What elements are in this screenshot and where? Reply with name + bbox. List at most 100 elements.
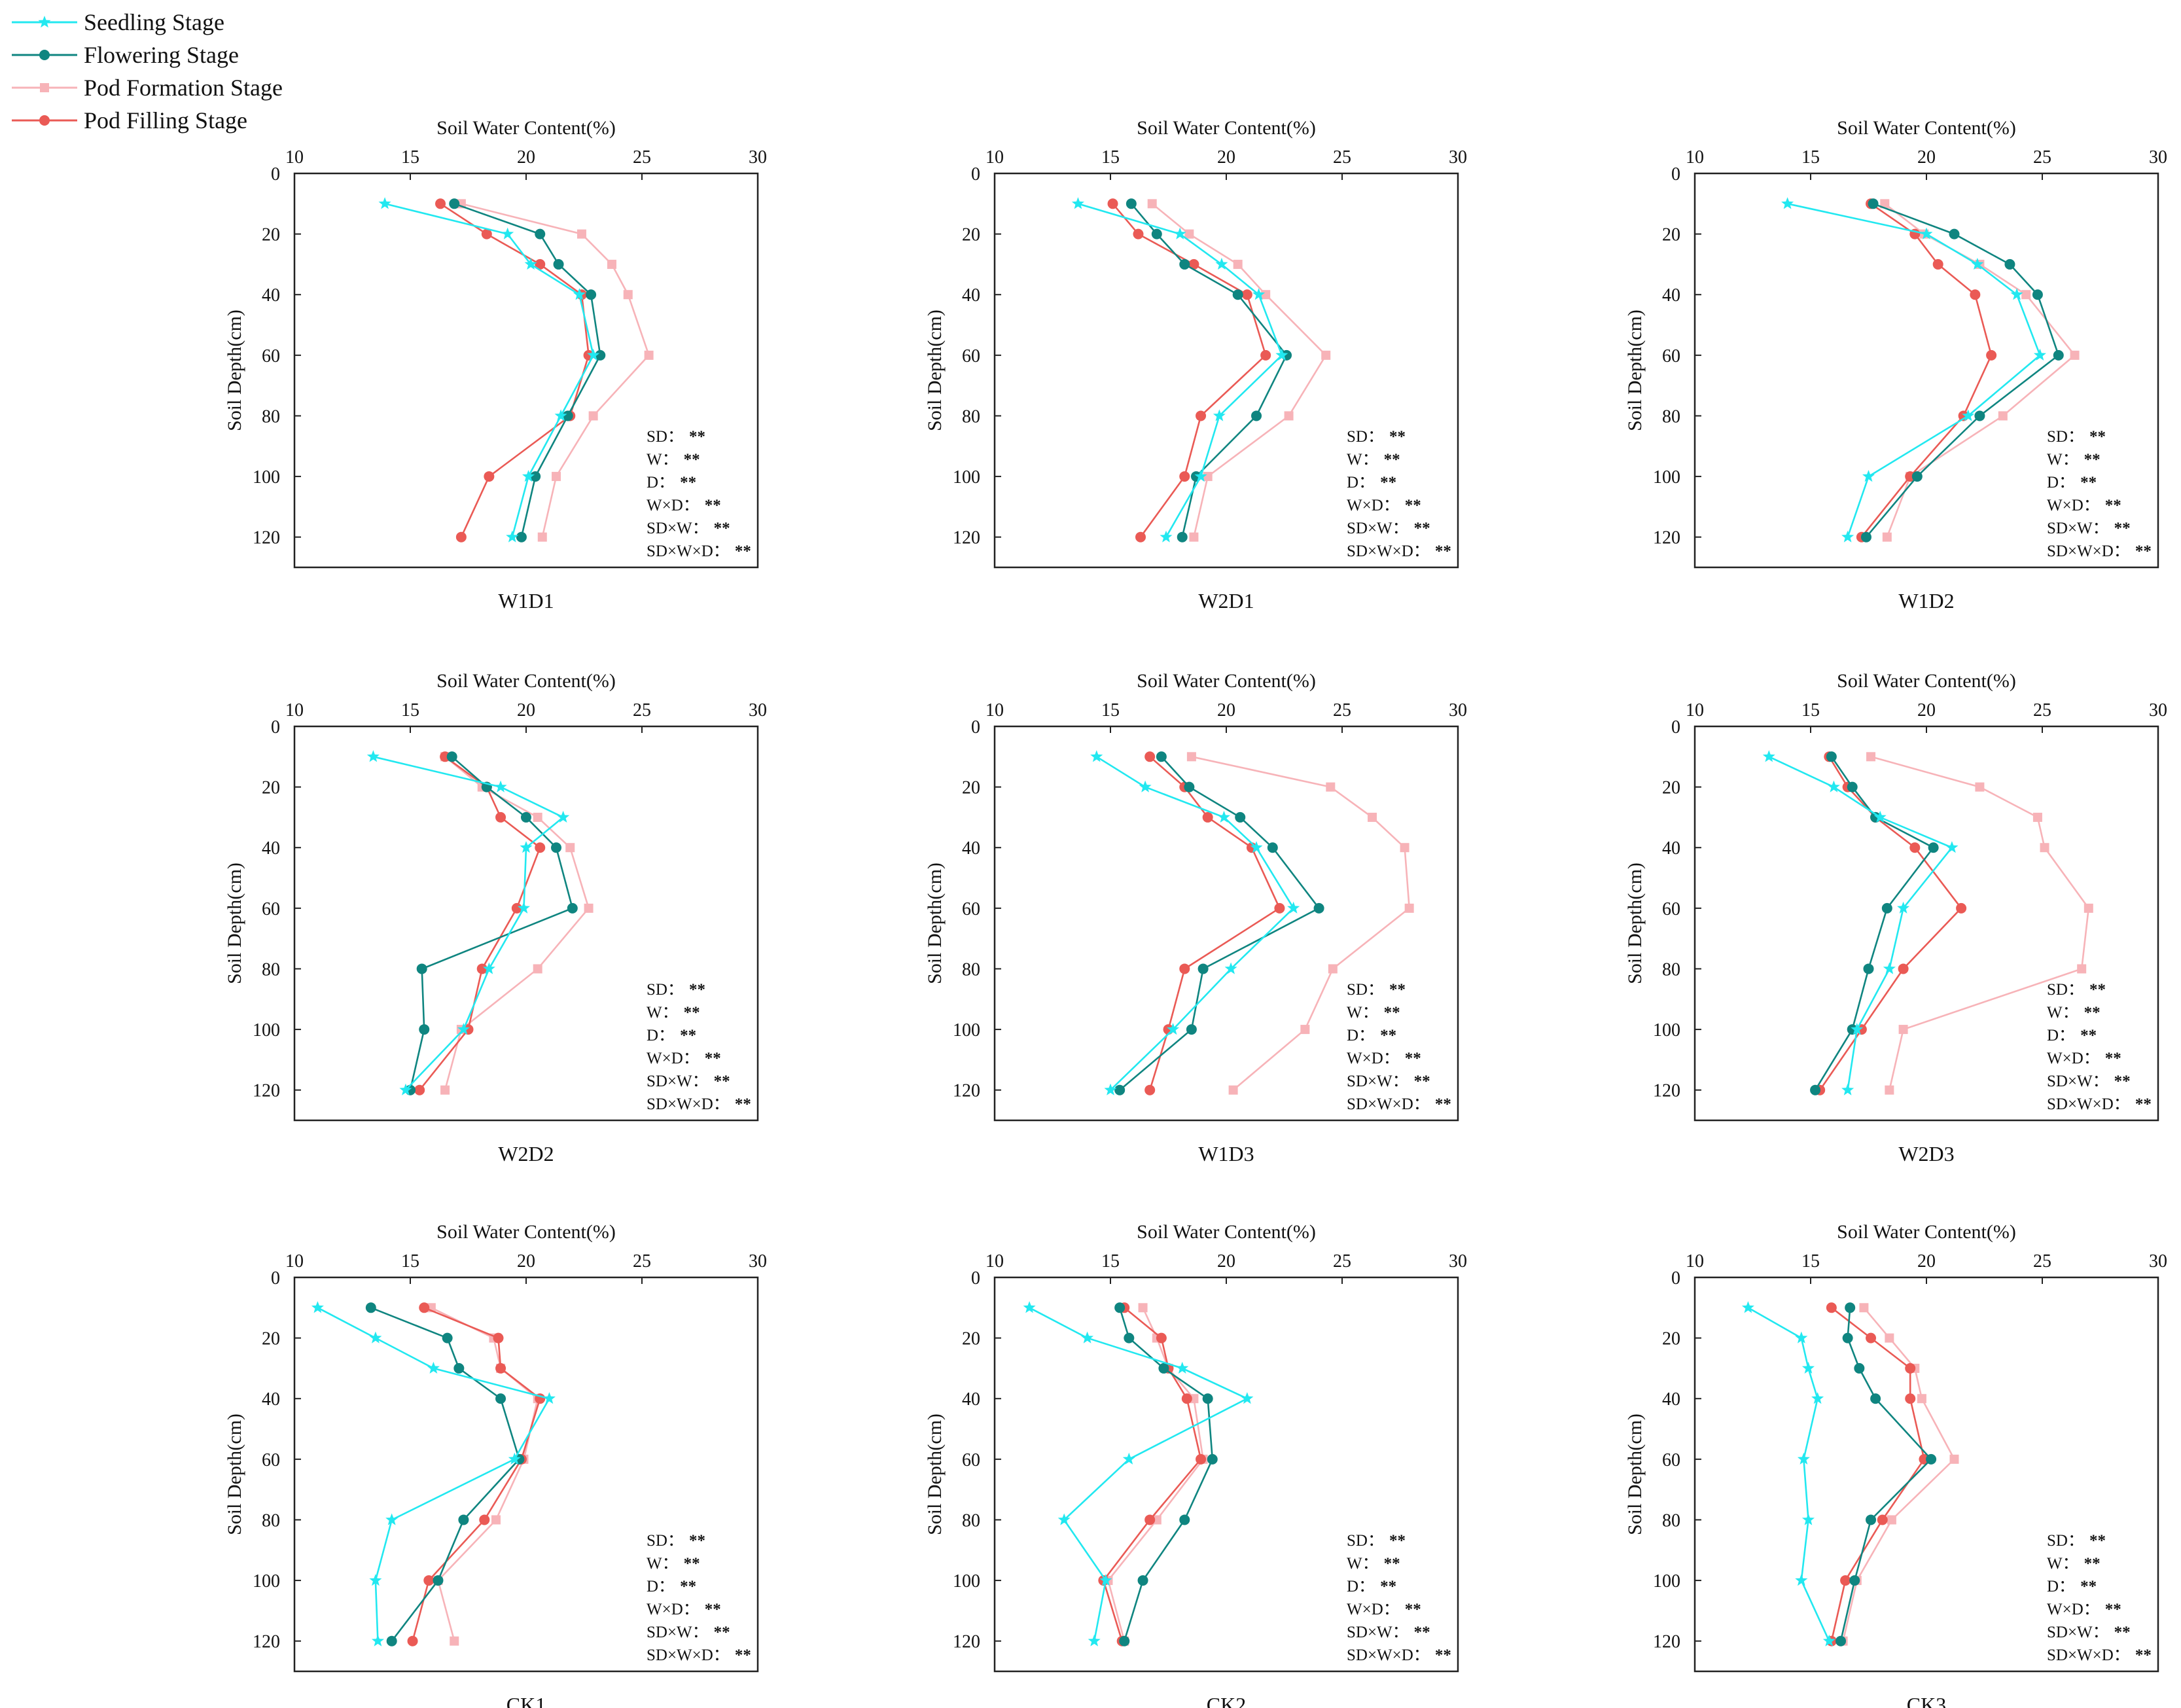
series-pod-filling-stage [1098, 1302, 1207, 1646]
stat-label: SD： [2047, 981, 2084, 999]
data-point [1194, 470, 1207, 482]
x-tick-label: 15 [401, 700, 419, 721]
series-line [409, 756, 574, 1090]
data-point [1232, 289, 1243, 300]
data-point [1224, 962, 1237, 974]
data-point [1284, 411, 1294, 421]
y-tick-label: 0 [1671, 164, 1680, 185]
data-point [535, 228, 546, 240]
data-point [1088, 1634, 1101, 1646]
panel-title: CK3 [1907, 1693, 1946, 1708]
stat-label: SD： [647, 981, 684, 999]
y-tick-label: 120 [953, 1081, 980, 1101]
stat-line: SD×W×D： ** [1347, 1095, 1451, 1113]
series-line [1787, 203, 2042, 538]
series-line [373, 756, 565, 1091]
data-point [1107, 198, 1118, 209]
stat-value: ** [714, 520, 730, 537]
y-tick-label: 100 [953, 1020, 980, 1041]
series-flowering-stage [1114, 1302, 1218, 1646]
stat-label: D： [1347, 1027, 1375, 1044]
x-tick-label: 25 [1333, 1251, 1351, 1272]
data-point [567, 902, 578, 914]
y-tick-label: 80 [1662, 1510, 1680, 1531]
x-tick-label: 15 [1801, 700, 1820, 721]
stat-label: SD×W： [647, 1073, 709, 1090]
data-point [385, 1513, 399, 1525]
y-tick-label: 0 [1671, 717, 1680, 738]
data-point [1897, 901, 1910, 914]
data-point [1126, 198, 1137, 209]
stat-line: SD×W： ** [1347, 1073, 1430, 1090]
stat-value: ** [735, 543, 751, 560]
x-tick-label: 15 [1101, 147, 1120, 168]
stat-label: SD×W： [2047, 1073, 2109, 1090]
series-seedling-stage [1071, 197, 1288, 543]
data-point [1196, 410, 1207, 421]
data-point [1144, 1514, 1156, 1525]
data-point [1156, 1332, 1167, 1343]
stat-value: ** [735, 1095, 751, 1113]
data-point [416, 963, 427, 974]
y-axis-label: Soil Depth(cm) [224, 310, 245, 431]
x-tick-label: 15 [1101, 700, 1120, 721]
x-tick-label: 15 [1801, 147, 1820, 168]
y-tick-label: 100 [253, 467, 280, 488]
legend-label: Pod Filling Stage [84, 107, 247, 133]
data-point [476, 963, 488, 974]
data-point [1949, 228, 1960, 240]
y-tick-label: 120 [1653, 1081, 1680, 1101]
data-point [1795, 1331, 1808, 1343]
y-axis-label: Soil Depth(cm) [924, 310, 946, 431]
stat-label: W×D： [1347, 497, 1400, 514]
data-point [1151, 228, 1162, 240]
stat-line: W×D： ** [647, 1050, 721, 1067]
stat-label: W×D： [2047, 497, 2100, 514]
stat-value: ** [2114, 1073, 2131, 1090]
data-point [1866, 1514, 1877, 1525]
series-flowering-stage [1835, 1302, 1937, 1646]
series-pod-formation-stage [440, 752, 594, 1095]
x-tick-label: 30 [749, 700, 767, 721]
panel-title: W2D3 [1898, 1142, 1954, 1165]
data-point [2053, 349, 2064, 361]
x-tick-label: 20 [1917, 1251, 1936, 1272]
stat-label: SD×W×D： [647, 1646, 730, 1664]
data-point [1975, 782, 1985, 792]
x-tick-label: 25 [633, 147, 651, 168]
stat-line: W×D： ** [647, 497, 721, 514]
stat-value: ** [1389, 428, 1406, 446]
data-point [1863, 963, 1874, 974]
y-tick-label: 0 [271, 1268, 280, 1289]
stat-value: ** [2105, 1050, 2121, 1067]
x-tick-label: 25 [1333, 147, 1351, 168]
y-axis-label: Soil Depth(cm) [924, 863, 946, 984]
y-tick-label: 80 [262, 1510, 280, 1531]
data-point [482, 962, 495, 974]
y-tick-label: 120 [1653, 1632, 1680, 1652]
stat-line: SD×W： ** [1347, 520, 1430, 537]
x-tick-label: 25 [2033, 147, 2051, 168]
panel-title: CK2 [1207, 1693, 1246, 1708]
data-point [535, 842, 546, 853]
stat-label: SD×W×D： [2047, 1646, 2130, 1664]
stat-value: ** [1380, 1027, 1396, 1044]
stat-label: SD×W×D： [647, 1095, 730, 1113]
stat-value: ** [2089, 428, 2106, 446]
data-point [440, 1085, 450, 1095]
data-point [366, 750, 380, 762]
data-point [1945, 841, 1959, 853]
stat-label: D： [647, 1578, 675, 1595]
stat-label: D： [647, 474, 675, 491]
stat-line: SD： ** [1347, 981, 1406, 999]
data-point [1189, 532, 1199, 542]
data-point [1144, 751, 1156, 762]
data-point [2077, 964, 2087, 974]
data-point [644, 350, 654, 360]
series-flowering-stage [1114, 751, 1324, 1095]
y-tick-label: 40 [262, 1389, 280, 1410]
stats-annotation: SD： **W： **D： **W×D： **SD×W： **SD×W×D： ** [1347, 428, 1451, 560]
data-point [1885, 1333, 1894, 1343]
stat-line: SD： ** [2047, 428, 2106, 446]
